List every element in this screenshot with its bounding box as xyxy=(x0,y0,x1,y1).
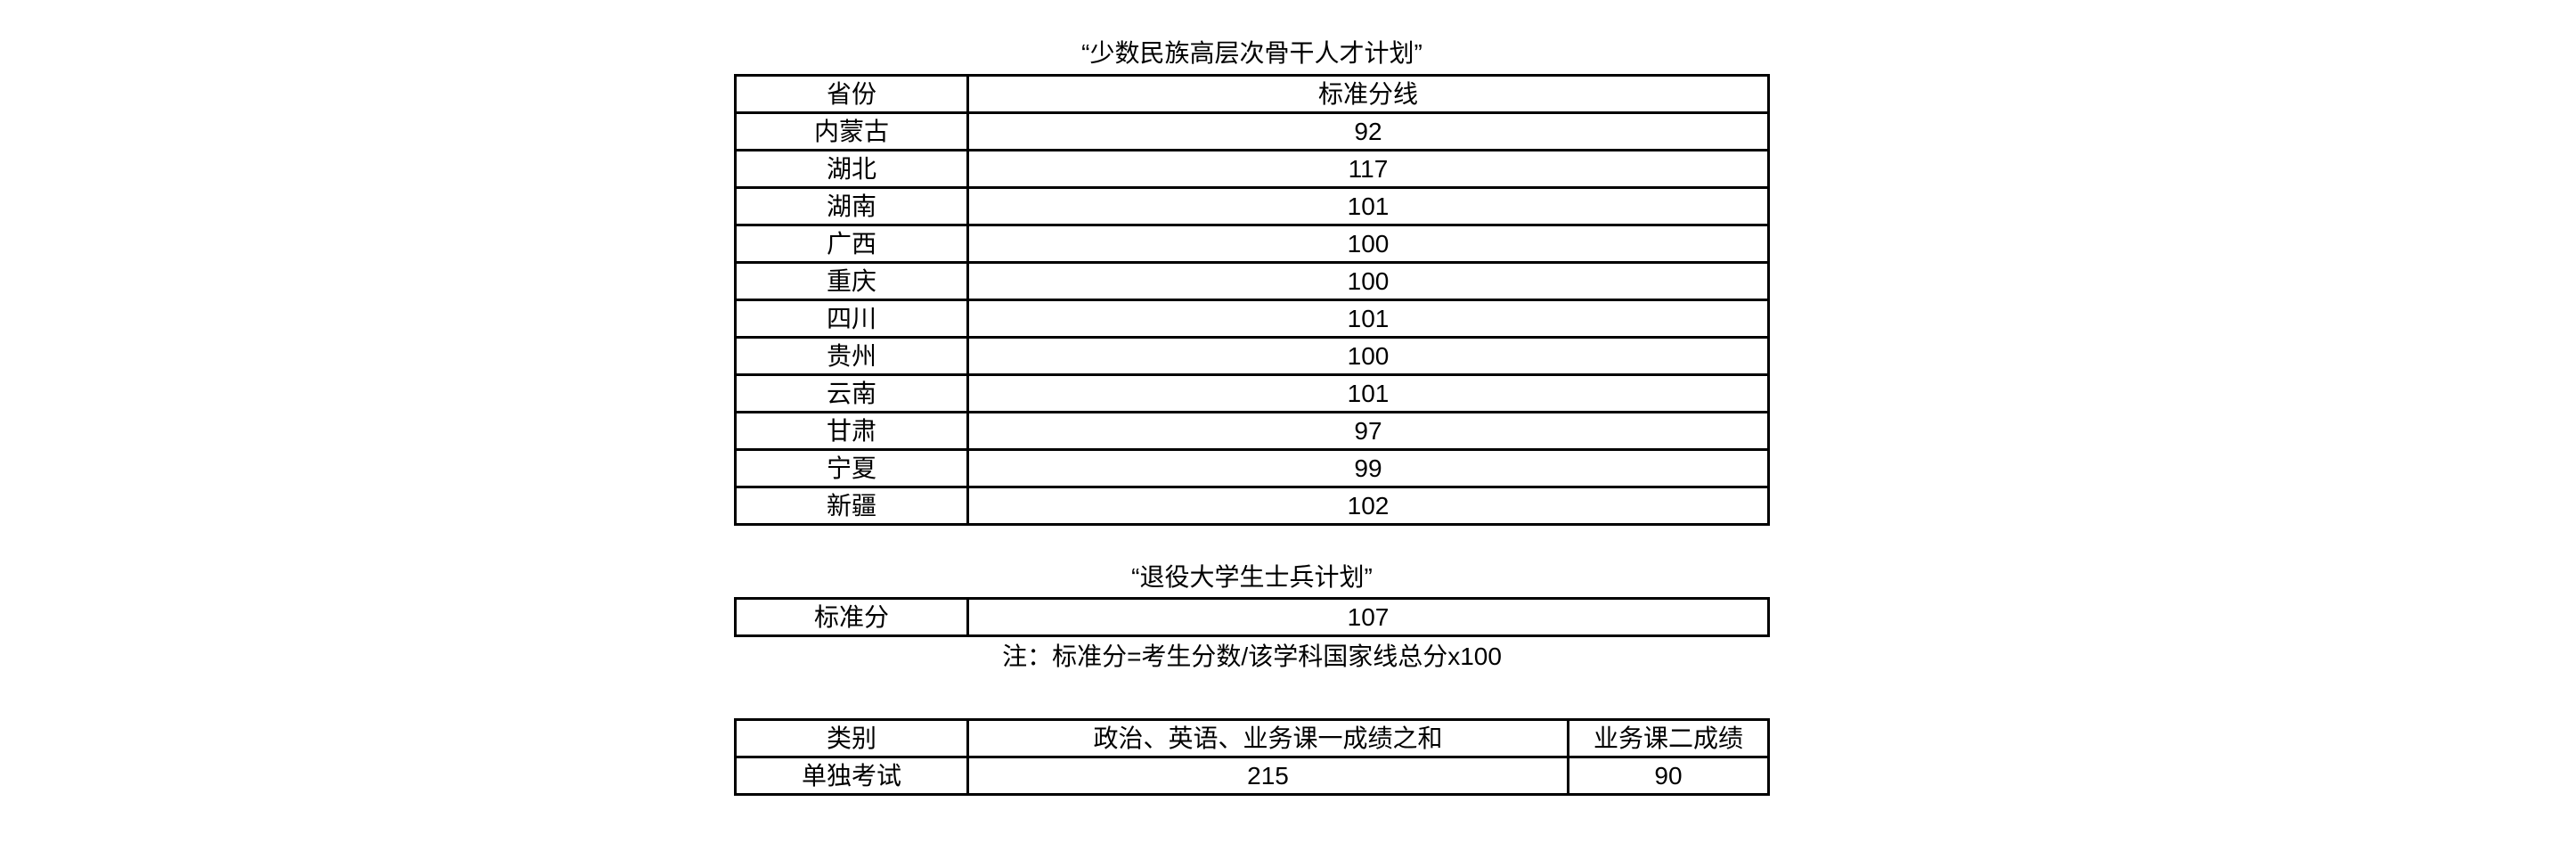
province-cell: 甘肃 xyxy=(734,411,969,451)
header-province: 省份 xyxy=(734,74,969,114)
veteran-plan-title: “退役大学生士兵计划” xyxy=(1131,563,1373,591)
table-row: 单独考试 215 90 xyxy=(734,756,1770,796)
sum-score-cell: 215 xyxy=(966,756,1569,796)
minority-plan-table: 省份 标准分线 内蒙古 92 湖北 117 湖南 101 广西 100 重庆 100 四川 101 贵州… xyxy=(734,74,1770,526)
score-cell: 97 xyxy=(966,411,1770,451)
table-row: 新疆 102 xyxy=(734,486,1770,526)
province-cell: 重庆 xyxy=(734,261,969,301)
veteran-label: 标准分 xyxy=(734,597,969,637)
table-row: 湖北 117 xyxy=(734,149,1770,189)
score-cell: 99 xyxy=(966,448,1770,488)
header-course2-score: 业务课二成绩 xyxy=(1567,718,1770,758)
table-row: 湖南 101 xyxy=(734,186,1770,226)
table-header-row: 类别 政治、英语、业务课一成绩之和 业务课二成绩 xyxy=(734,718,1770,758)
score-cell: 100 xyxy=(966,224,1770,264)
score-cell: 101 xyxy=(966,186,1770,226)
province-cell: 新疆 xyxy=(734,486,969,526)
veteran-plan-table: 标准分 107 xyxy=(734,597,1770,637)
table-row: 宁夏 99 xyxy=(734,448,1770,488)
table-row: 甘肃 97 xyxy=(734,411,1770,451)
score-cell: 102 xyxy=(966,486,1770,526)
province-cell: 云南 xyxy=(734,373,969,413)
table-row: 内蒙古 92 xyxy=(734,111,1770,151)
table-row: 云南 101 xyxy=(734,373,1770,413)
header-category: 类别 xyxy=(734,718,969,758)
score-cell: 117 xyxy=(966,149,1770,189)
score-cell: 101 xyxy=(966,299,1770,339)
header-standard-score: 标准分线 xyxy=(966,74,1770,114)
separate-exam-table: 类别 政治、英语、业务课一成绩之和 业务课二成绩 单独考试 215 90 xyxy=(734,718,1770,796)
province-cell: 内蒙古 xyxy=(734,111,969,151)
province-cell: 湖南 xyxy=(734,186,969,226)
veteran-score: 107 xyxy=(966,597,1770,637)
table-row: 标准分 107 xyxy=(734,597,1770,637)
province-cell: 四川 xyxy=(734,299,969,339)
province-cell: 广西 xyxy=(734,224,969,264)
minority-plan-title: “少数民族高层次骨干人才计划” xyxy=(1081,39,1423,67)
table-header-row: 省份 标准分线 xyxy=(734,74,1770,114)
table-row: 贵州 100 xyxy=(734,336,1770,376)
table-row: 重庆 100 xyxy=(734,261,1770,301)
province-cell: 贵州 xyxy=(734,336,969,376)
score-cell: 100 xyxy=(966,261,1770,301)
header-sum-score: 政治、英语、业务课一成绩之和 xyxy=(966,718,1569,758)
table-row: 广西 100 xyxy=(734,224,1770,264)
course2-score-cell: 90 xyxy=(1567,756,1770,796)
province-cell: 宁夏 xyxy=(734,448,969,488)
province-cell: 湖北 xyxy=(734,149,969,189)
category-cell: 单独考试 xyxy=(734,756,969,796)
score-cell: 100 xyxy=(966,336,1770,376)
formula-note: 注：标准分=考生分数/该学科国家线总分x100 xyxy=(1002,642,1502,670)
table-row: 四川 101 xyxy=(734,299,1770,339)
score-cell: 92 xyxy=(966,111,1770,151)
score-cell: 101 xyxy=(966,373,1770,413)
